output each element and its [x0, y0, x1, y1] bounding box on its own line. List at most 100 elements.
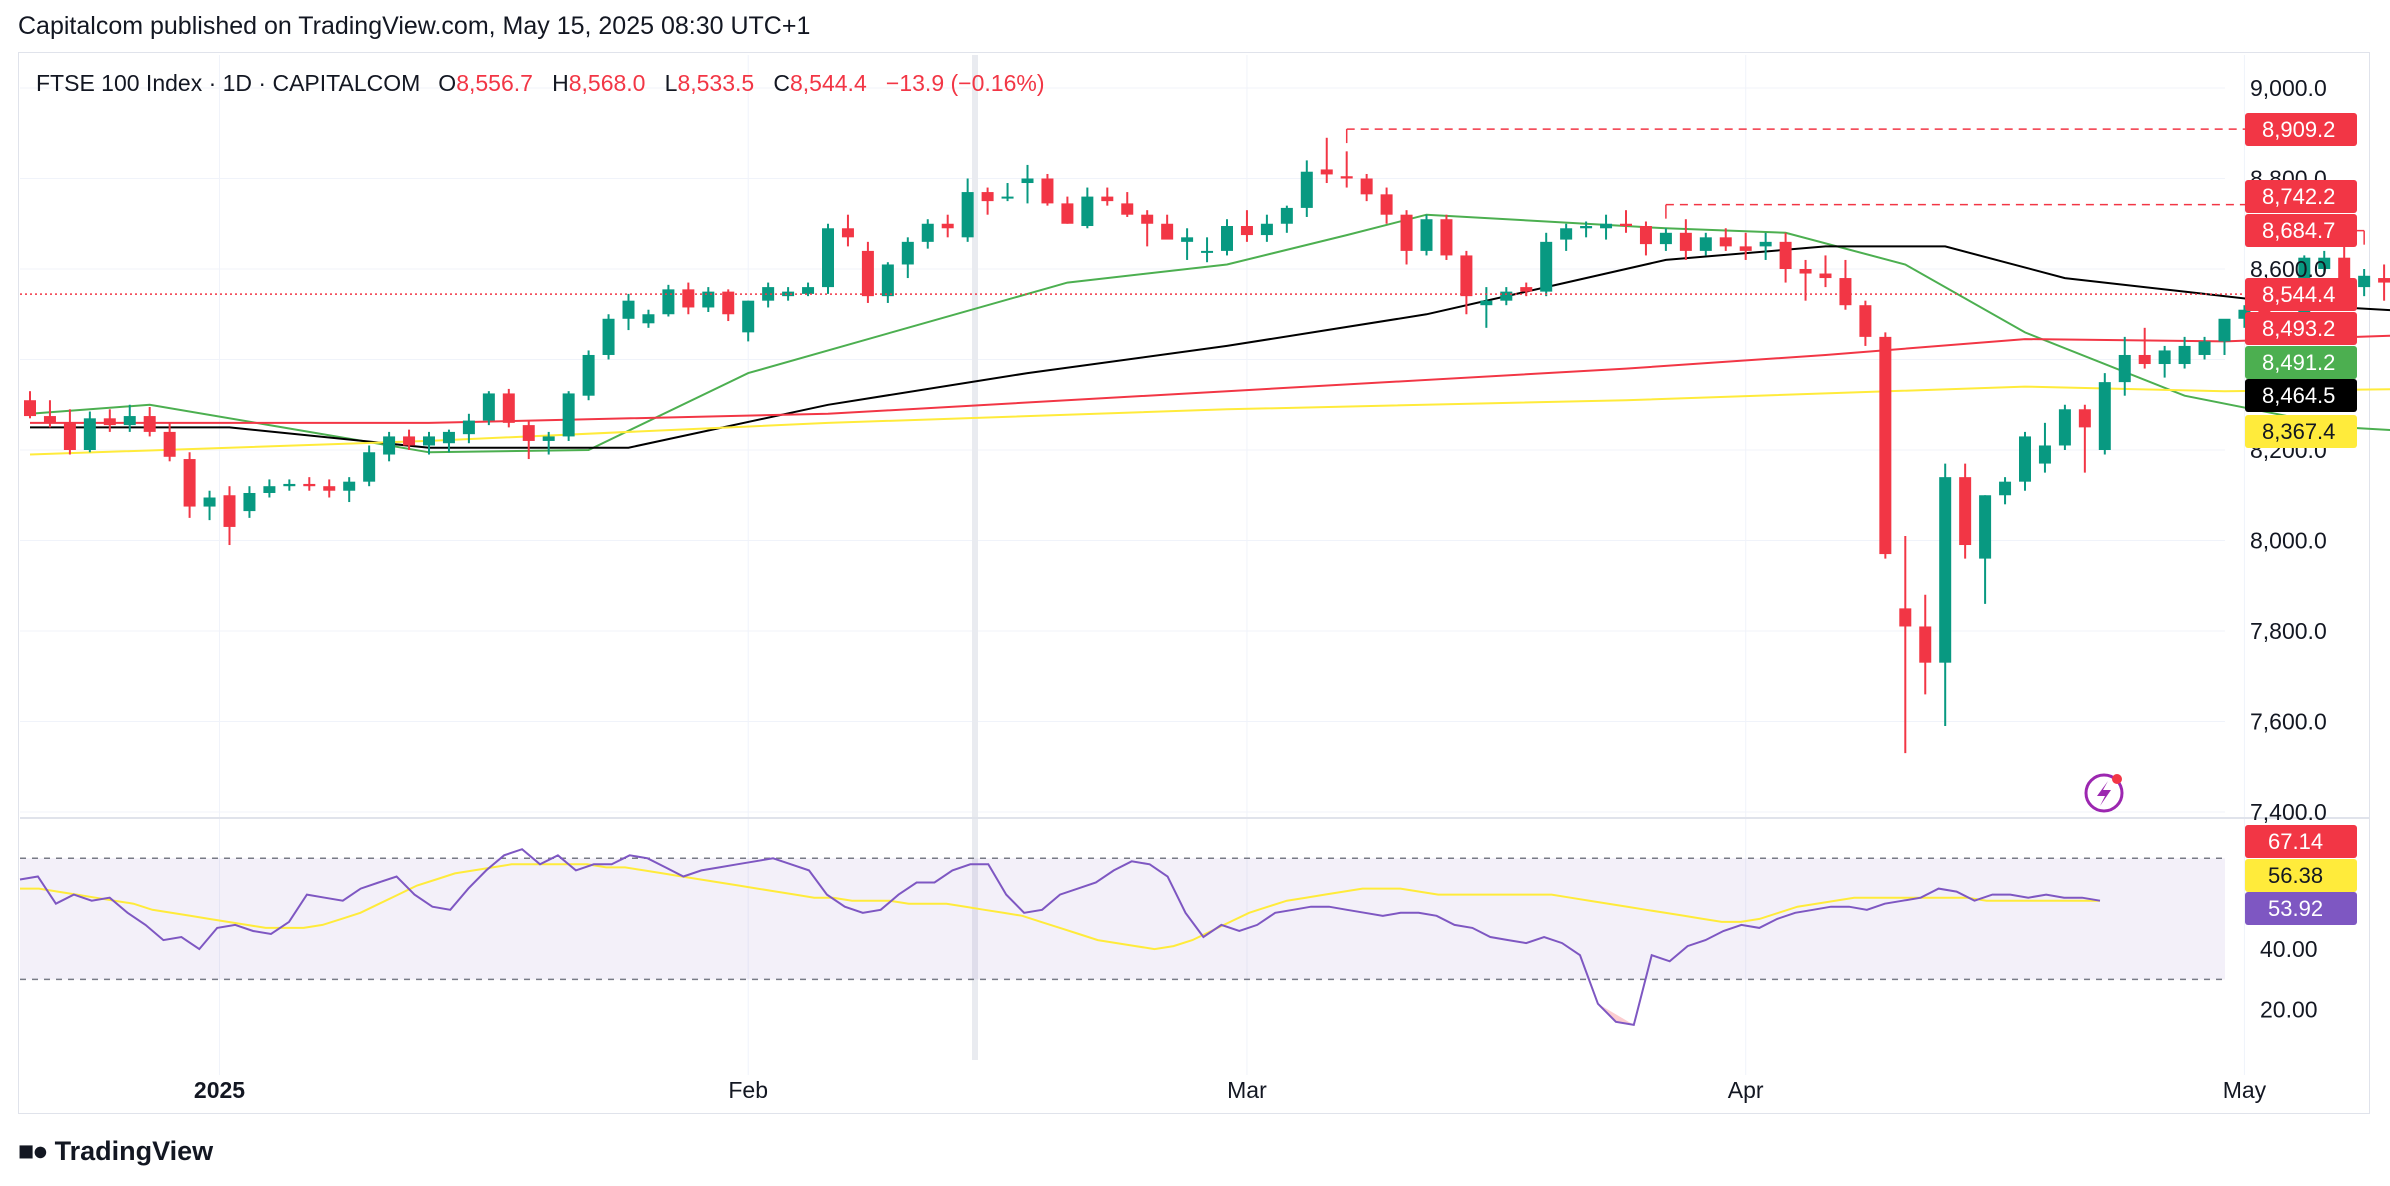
high-label: H — [552, 70, 569, 96]
candle-body — [1061, 203, 1074, 224]
candle-body — [1959, 477, 1972, 546]
price-axis-label: 7,400.0 — [2250, 799, 2327, 825]
candle-body — [243, 492, 256, 512]
price-tag-bg — [2245, 379, 2357, 412]
candle-body — [2098, 382, 2111, 450]
rsi-tag-bg — [2245, 892, 2357, 925]
candle-body — [662, 289, 675, 315]
candle-body — [1001, 196, 1014, 199]
change-value: −13.9 (−0.16%) — [885, 70, 1045, 96]
candle-body — [1719, 237, 1732, 247]
candle-body — [762, 287, 775, 301]
candle-body — [1580, 226, 1593, 229]
candle-body — [841, 228, 854, 238]
candle-body — [722, 291, 735, 315]
candle-body — [1181, 237, 1194, 242]
candle-body — [1500, 291, 1513, 301]
candle-body — [1859, 305, 1872, 337]
price-axis-label: 7,600.0 — [2250, 709, 2327, 735]
candle-body — [1600, 223, 1613, 229]
candle-body — [43, 416, 56, 423]
time-axis-label: May — [2223, 1077, 2267, 1103]
candle-body — [1639, 226, 1652, 245]
candle-body — [502, 393, 515, 423]
price-tag-bg — [2245, 312, 2357, 345]
candle-body — [1839, 278, 1852, 306]
candle-body — [2218, 318, 2231, 342]
candle-body — [2078, 409, 2091, 428]
candle-body — [2318, 257, 2331, 269]
tradingview-brand[interactable]: ■● TradingView — [18, 1136, 213, 1167]
candle-body — [123, 416, 136, 426]
candle-body — [622, 300, 635, 319]
candle-body — [1240, 226, 1253, 236]
rsi-tag-bg — [2245, 859, 2357, 892]
candle-body — [1201, 250, 1214, 253]
candle-body — [283, 483, 296, 487]
publisher-line: Capitalcom published on TradingView.com,… — [18, 12, 811, 40]
candle-body — [143, 416, 156, 432]
candle-body — [861, 250, 874, 297]
lightning-icon — [2084, 773, 2124, 813]
candle-body — [1520, 287, 1533, 292]
candle-body — [2358, 275, 2371, 288]
rsi-line — [19, 848, 2101, 1027]
candle-body — [2238, 309, 2251, 319]
candle-body — [1979, 495, 1992, 559]
candle-body — [163, 431, 176, 457]
candle-body — [103, 418, 116, 426]
rsi-tag-label: 67.14 — [2268, 829, 2323, 854]
candle-body — [2378, 278, 2390, 283]
low-label: L — [664, 70, 678, 96]
candle-body — [1161, 223, 1174, 240]
close-value: 8,544.4 — [790, 70, 867, 96]
candle-body — [423, 436, 435, 446]
candle-body — [1340, 176, 1353, 179]
rsi-ma-line — [20, 863, 2100, 951]
candle-body — [2058, 409, 2071, 446]
candle-body — [1440, 219, 1453, 256]
candle-body — [2118, 354, 2131, 383]
open-value: 8,556.7 — [456, 70, 533, 96]
candle-body — [1899, 608, 1912, 627]
candle-body — [223, 495, 236, 527]
candle-body — [1460, 255, 1473, 297]
candle-body — [1540, 241, 1553, 292]
candle-body — [1480, 300, 1493, 306]
candle-body — [1939, 477, 1952, 663]
candle-body — [403, 436, 416, 446]
notification-dot — [2112, 774, 2122, 784]
candle-body — [881, 264, 894, 297]
chart-layer: 9,000.08,800.08,600.08,400.08,200.08,000… — [19, 55, 2390, 1103]
price-tag-bg — [2245, 113, 2357, 146]
candle-body — [1560, 228, 1573, 240]
price-axis-label: 8,000.0 — [2250, 528, 2327, 554]
candle-body — [1699, 237, 1712, 251]
candle-body — [1360, 178, 1373, 195]
candle-body — [1999, 481, 2012, 496]
tradingview-logo-icon: ■● — [18, 1136, 49, 1166]
candle-body — [1679, 232, 1692, 251]
price-tag-label: 8,909.2 — [2262, 117, 2335, 142]
price-tag-label: 8,493.2 — [2262, 316, 2335, 341]
candle-body — [921, 223, 934, 242]
candle-body — [961, 192, 974, 238]
price-tag-label: 8,544.4 — [2262, 282, 2335, 307]
candle-body — [2178, 345, 2191, 365]
candle-body — [2138, 354, 2151, 365]
rsi-tag-label: 56.38 — [2268, 863, 2323, 888]
candle-body — [203, 497, 216, 507]
candle-body — [2038, 445, 2051, 464]
price-tag-bg — [2245, 214, 2357, 247]
candle-body — [742, 300, 755, 333]
candle-body — [482, 393, 495, 421]
close-label: C — [773, 70, 790, 96]
price-tag-label: 8,367.4 — [2262, 419, 2335, 444]
price-tag-label: 8,491.2 — [2262, 350, 2335, 375]
candle-body — [323, 486, 336, 491]
rsi-band — [20, 858, 2225, 980]
candle-body — [2158, 350, 2171, 365]
candle-body — [782, 291, 795, 297]
candle-body — [1221, 226, 1233, 251]
